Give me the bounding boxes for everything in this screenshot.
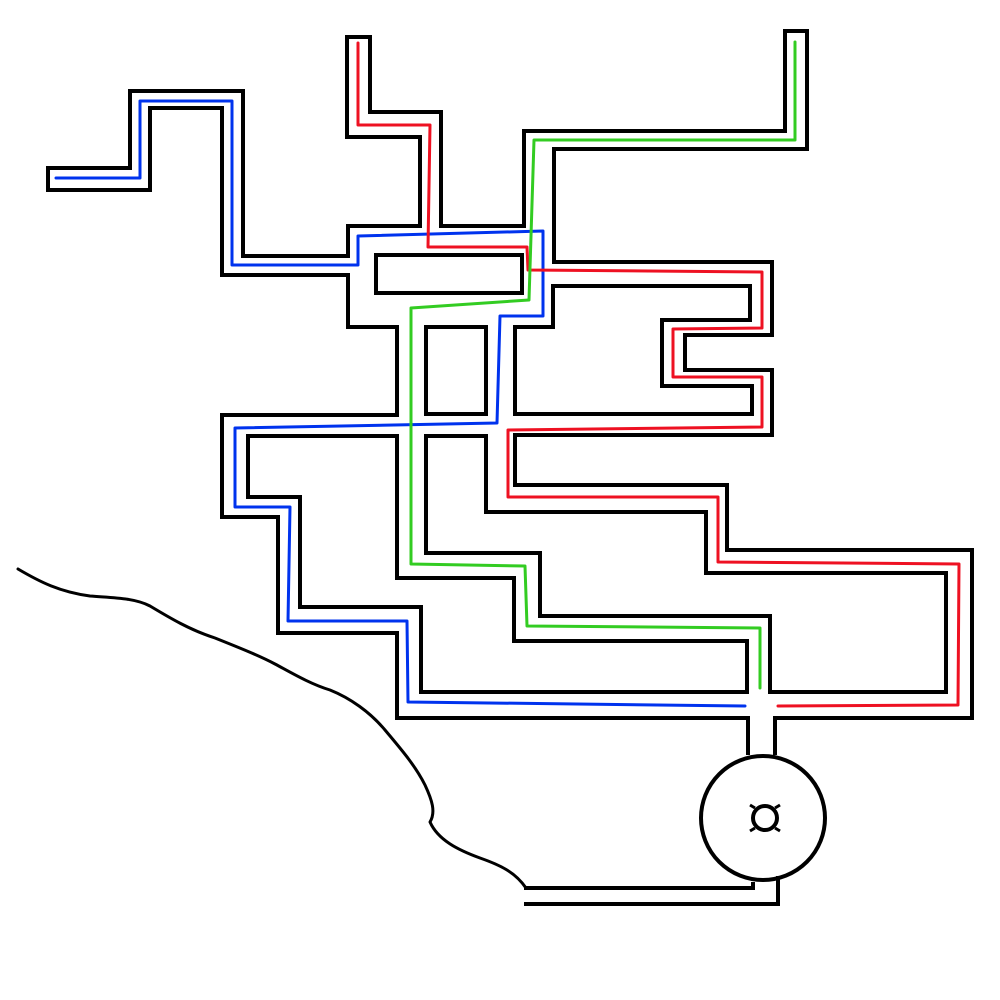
wall-top-left-arm <box>46 106 750 755</box>
wall-inner-loop-c <box>424 434 948 694</box>
ring-icon <box>749 803 781 833</box>
hub-circle <box>699 754 827 882</box>
coastline <box>16 567 528 890</box>
wall-inner-loop-b <box>246 434 749 694</box>
routes-layer <box>54 40 961 708</box>
route-red <box>356 41 961 708</box>
wall-hub-outlet <box>524 876 780 906</box>
route-blue <box>54 99 747 708</box>
wall-inner-loop-a <box>513 284 754 416</box>
maze-walls <box>46 29 974 906</box>
route-green <box>409 40 797 690</box>
wall-central-box <box>424 325 488 416</box>
wall-top-left-arm-outer <box>128 29 974 755</box>
hub-chamber <box>699 754 827 882</box>
wall-central-bar <box>374 253 524 295</box>
